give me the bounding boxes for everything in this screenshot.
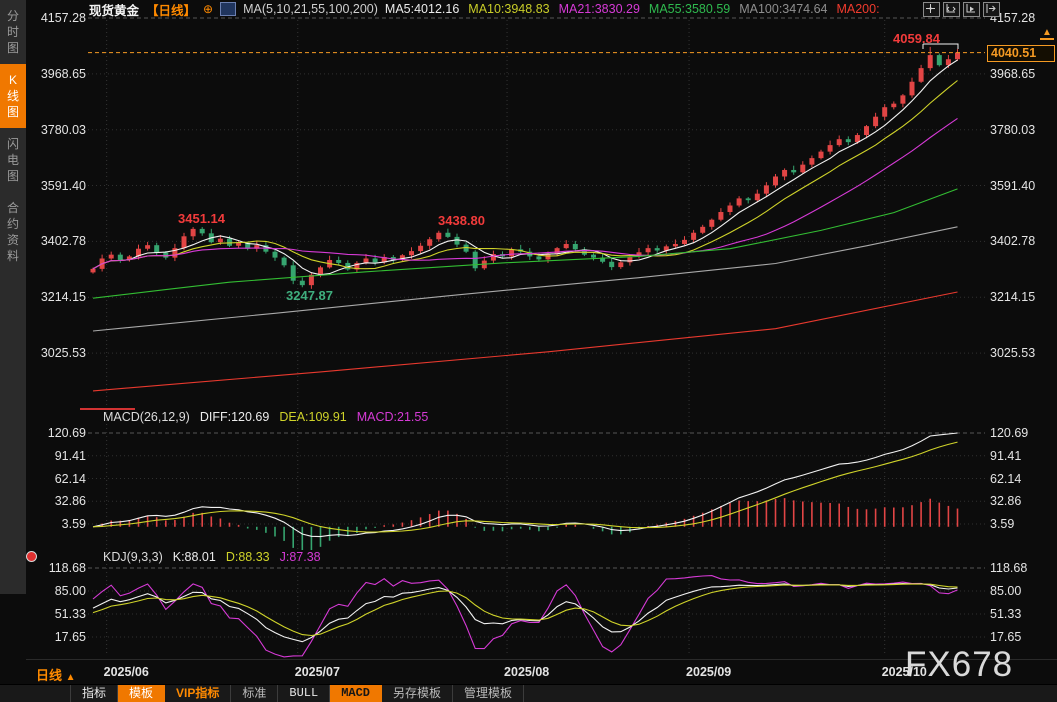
axis-tick-label: 3780.03 [990, 122, 1036, 137]
tab-VIP指标[interactable]: VIP指标 [165, 685, 232, 702]
scale-right-icon[interactable] [963, 2, 980, 17]
axis-tick-label: 118.68 [48, 561, 86, 575]
ma-values: MA5:4012.16 MA10:3948.83 MA21:3830.29 MA55:… [385, 2, 880, 16]
sidebar-item-label: 闪电图 [6, 137, 19, 183]
ma-value-label: MA10:3948.83 [468, 2, 550, 16]
axis-tick-label: 3.59 [990, 517, 1015, 531]
sidebar-item-label: 合约资料 [6, 201, 19, 263]
sidebar-item-label: 分时图 [6, 9, 19, 55]
kdj-title: KDJ(9,3,3) [103, 550, 163, 564]
scale-left-icon[interactable] [943, 2, 960, 17]
axis-tick-label: 62.14 [990, 471, 1022, 486]
chevron-up-icon: ▲ [65, 672, 76, 683]
tab-指标[interactable]: 指标 [70, 685, 119, 702]
x-axis-month-label: 2025/07 [294, 665, 340, 679]
indicator-tabbar: 指标 模板 VIP指标 标准 BULL MACD 另存模板 管理模板 [0, 684, 1057, 702]
axis-tick-label: 3402.78 [40, 234, 86, 249]
tab-MACD[interactable]: MACD [330, 685, 383, 702]
sidebar-item-label: K线图 [6, 73, 19, 119]
axis-tick-label: 51.33 [990, 607, 1022, 621]
tab-BULL[interactable]: BULL [278, 685, 331, 702]
axis-tick-label: 91.41 [990, 448, 1022, 463]
axis-tick-label: 4157.28 [40, 11, 86, 25]
last-price-badge: 4040.51 [987, 45, 1055, 62]
x-axis-month-label: 2025/09 [686, 665, 732, 679]
axis-tick-label: 3968.65 [40, 66, 86, 81]
indicator-icon[interactable] [220, 2, 237, 16]
chart-toolbar: 现货黄金 【日线】 ⊕ MA(5,10,21,55,100,200) MA5:4… [89, 1, 880, 18]
axis-tick-label: 3214.15 [40, 290, 86, 305]
axis-tick-label: 4157.28 [990, 11, 1036, 25]
tab-管理模板[interactable]: 管理模板 [453, 685, 525, 702]
x-axis-month-label: 2025/06 [103, 665, 149, 679]
axis-tick-label: 3968.65 [990, 66, 1036, 81]
axis-tick-label: 3402.78 [990, 234, 1036, 249]
macd-header: MACD(26,12,9) DIFF:120.69 DEA:109.91 MAC… [103, 410, 428, 424]
axis-tick-label: 62.14 [54, 471, 86, 486]
axis-tick-label: 51.33 [54, 607, 86, 621]
macd-dea-value: DEA:109.91 [279, 410, 347, 424]
period-label[interactable]: 日线 ▲ [36, 665, 76, 684]
pane-indicator-dot-icon[interactable] [26, 551, 37, 562]
ma-group-label: MA(5,10,21,55,100,200) [243, 2, 378, 16]
axis-tick-label: 32.86 [54, 494, 86, 509]
axis-tick-label: 32.86 [990, 494, 1022, 509]
axis-tick-label: 120.69 [47, 426, 86, 440]
x-axis-month-label: 2025/10 [881, 665, 927, 679]
kdj-j-value: J:87.38 [279, 550, 321, 564]
macd-title: MACD(26,12,9) [103, 410, 190, 424]
axis-tick-label: 3025.53 [40, 346, 86, 361]
axis-tick-label: 85.00 [54, 584, 86, 598]
symbol-name: 现货黄金 [89, 3, 140, 18]
sidebar-item-K线图[interactable]: K线图 [0, 64, 26, 128]
axis-tick-label: 3214.15 [990, 290, 1036, 305]
axis-tick-label: 17.65 [990, 630, 1022, 644]
price-annotation: 4059.84 [893, 31, 940, 46]
axis-divider [26, 659, 1057, 660]
axis-tick-label: 91.41 [54, 448, 86, 463]
period-label-text: 日线 [36, 668, 63, 683]
ma-value-label: MA55:3580.59 [648, 2, 731, 16]
axis-tick-label: 3780.03 [40, 122, 86, 137]
sidebar-item-分时图[interactable]: 分时图 [0, 0, 26, 64]
chart-tools [923, 2, 1000, 17]
ma-value-label: MA21:3830.29 [558, 2, 640, 16]
go-to-latest-icon[interactable] [983, 2, 1000, 17]
period-selector[interactable]: 【日线】 [146, 3, 197, 18]
kdj-header: KDJ(9,3,3) K:88.01 D:88.33 J:87.38 [103, 550, 321, 564]
axis-tick-label: 3591.40 [40, 178, 86, 193]
price-annotation: 3438.80 [438, 213, 485, 228]
add-compare-icon[interactable]: ⊕ [203, 2, 214, 16]
watermark: FX678 [905, 645, 1014, 684]
sidebar: 分时图 K线图闪电图合约资料 [0, 0, 26, 594]
ma-value-label: MA200: [836, 2, 880, 16]
tab-另存模板[interactable]: 另存模板 [382, 685, 454, 702]
price-annotation: 3247.87 [286, 288, 333, 303]
axis-tick-label: 3.59 [61, 517, 86, 531]
ma-value-label: MA100:3474.64 [739, 2, 828, 16]
macd-diff-value: DIFF:120.69 [199, 410, 270, 424]
sidebar-item-合约资料[interactable]: 合约资料 [0, 192, 26, 272]
macd-value: MACD:21.55 [356, 410, 429, 424]
go-to-latest-icon[interactable]: ▲ [1040, 28, 1054, 40]
x-axis-month-label: 2025/08 [504, 665, 550, 679]
tab-模板[interactable]: 模板 [118, 685, 166, 702]
ma-value-label: MA5:4012.16 [384, 2, 460, 16]
crosshair-move-icon[interactable] [923, 2, 940, 17]
axis-tick-label: 120.69 [990, 426, 1029, 440]
axis-tick-label: 118.68 [990, 561, 1028, 575]
axis-tick-label: 3591.40 [990, 178, 1036, 193]
sidebar-item-闪电图[interactable]: 闪电图 [0, 128, 26, 192]
price-annotation: 3451.14 [178, 211, 225, 226]
kdj-d-value: D:88.33 [225, 550, 270, 564]
axis-tick-label: 17.65 [54, 630, 86, 644]
tab-标准[interactable]: 标准 [231, 685, 279, 702]
axis-tick-label: 3025.53 [990, 346, 1036, 361]
kdj-k-value: K:88.01 [172, 550, 216, 564]
axis-tick-label: 85.00 [990, 584, 1022, 598]
